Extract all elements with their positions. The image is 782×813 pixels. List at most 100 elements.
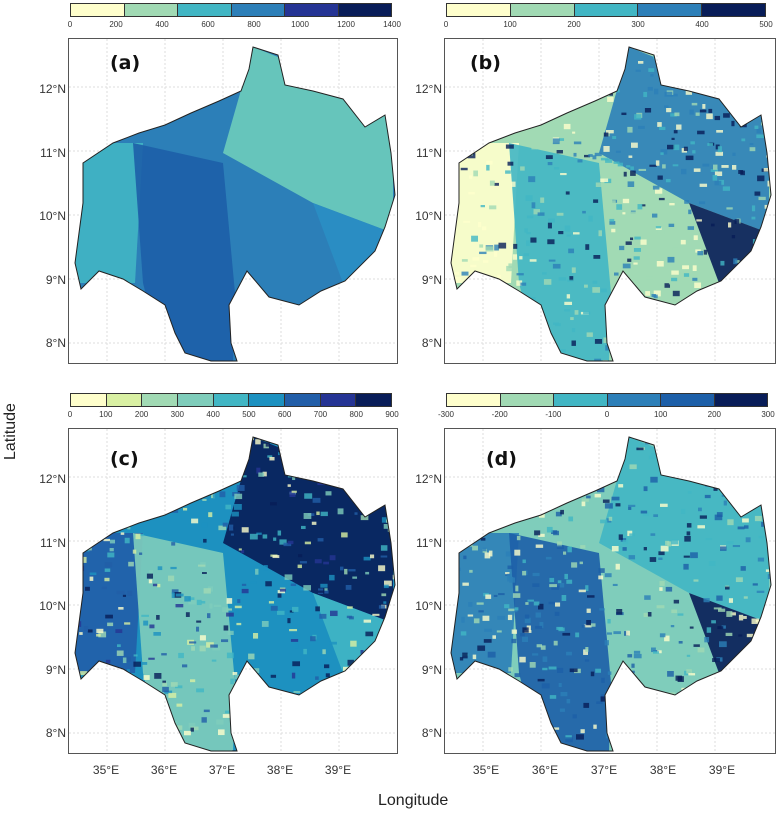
raster-cell bbox=[571, 267, 576, 273]
raster-cell bbox=[529, 662, 536, 668]
raster-cell bbox=[236, 485, 245, 491]
raster-cell bbox=[83, 626, 89, 632]
raster-cell bbox=[530, 297, 536, 301]
raster-cell bbox=[662, 164, 666, 169]
raster-cell bbox=[347, 606, 353, 609]
raster-cell bbox=[509, 437, 518, 441]
raster-cell bbox=[454, 288, 462, 291]
raster-cell bbox=[758, 535, 765, 539]
raster-cell bbox=[643, 91, 648, 98]
raster-cell bbox=[542, 272, 547, 275]
legend-tick-label: 600 bbox=[277, 410, 292, 419]
raster-cell bbox=[731, 235, 736, 239]
raster-cell bbox=[225, 710, 231, 714]
raster-cell bbox=[732, 671, 737, 677]
raster-cell bbox=[458, 460, 462, 465]
raster-cell bbox=[560, 509, 564, 515]
legend-swatch bbox=[178, 394, 214, 406]
map-svg bbox=[445, 429, 775, 753]
raster-cell bbox=[472, 257, 480, 261]
raster-cell bbox=[721, 301, 725, 305]
raster-cell bbox=[96, 437, 105, 438]
raster-cell bbox=[523, 253, 530, 257]
raster-cell bbox=[507, 161, 514, 166]
raster-cell bbox=[754, 77, 760, 80]
raster-cell bbox=[649, 557, 657, 562]
raster-cell bbox=[460, 167, 468, 171]
raster-cell bbox=[519, 256, 523, 260]
raster-cell bbox=[711, 223, 715, 227]
raster-cell bbox=[374, 684, 381, 690]
raster-cell bbox=[564, 301, 573, 306]
raster-cell bbox=[606, 56, 614, 61]
raster-cell bbox=[312, 497, 321, 503]
legend-swatch bbox=[320, 394, 357, 406]
raster-cell bbox=[288, 705, 294, 709]
raster-cell bbox=[596, 487, 605, 493]
raster-cell bbox=[628, 155, 633, 158]
raster-cell bbox=[741, 329, 748, 333]
raster-cell bbox=[85, 586, 90, 591]
raster-cell bbox=[622, 263, 631, 269]
raster-cell bbox=[512, 254, 518, 260]
raster-cell bbox=[687, 226, 695, 230]
raster-cell bbox=[705, 736, 713, 742]
raster-cell bbox=[489, 180, 495, 186]
raster-cell bbox=[98, 495, 106, 499]
raster-cell bbox=[726, 611, 733, 617]
raster-cell bbox=[319, 613, 327, 619]
raster-cell bbox=[754, 308, 763, 313]
raster-cell bbox=[467, 614, 474, 617]
raster-cell bbox=[714, 171, 723, 177]
raster-cell bbox=[545, 117, 549, 121]
raster-cell bbox=[653, 651, 660, 654]
raster-cell bbox=[291, 672, 296, 679]
raster-cell bbox=[659, 126, 666, 131]
raster-cell bbox=[368, 479, 372, 483]
raster-cell bbox=[293, 691, 301, 694]
raster-cell bbox=[576, 734, 584, 740]
raster-cell bbox=[547, 222, 552, 229]
raster-cell bbox=[668, 47, 674, 53]
raster-cell bbox=[330, 716, 335, 721]
raster-cell bbox=[524, 509, 528, 512]
raster-cell bbox=[714, 514, 723, 521]
raster-cell bbox=[127, 704, 133, 709]
raster-cell bbox=[719, 446, 723, 452]
raster-cell bbox=[531, 336, 535, 341]
raster-cell bbox=[484, 738, 491, 743]
raster-cell bbox=[566, 699, 571, 704]
raster-cell bbox=[520, 282, 527, 286]
raster-cell bbox=[175, 725, 183, 730]
raster-cell bbox=[218, 729, 225, 736]
raster-cell bbox=[564, 225, 571, 232]
raster-cell bbox=[657, 650, 662, 654]
raster-cell bbox=[477, 714, 484, 718]
raster-cell bbox=[611, 546, 619, 552]
raster-cell bbox=[515, 694, 522, 701]
raster-cell bbox=[712, 449, 720, 454]
raster-cell bbox=[763, 502, 767, 508]
raster-cell bbox=[596, 701, 603, 704]
raster-cell bbox=[498, 242, 507, 249]
raster-cell bbox=[505, 572, 510, 575]
raster-cell bbox=[513, 55, 521, 59]
raster-cell bbox=[370, 554, 375, 559]
raster-cell bbox=[569, 276, 574, 281]
raster-cell bbox=[484, 437, 490, 441]
raster-cell bbox=[267, 455, 273, 458]
raster-cell bbox=[584, 487, 591, 491]
raster-cell bbox=[265, 581, 272, 587]
map-c bbox=[68, 428, 398, 754]
raster-cell bbox=[672, 451, 677, 455]
raster-cell bbox=[365, 571, 370, 575]
raster-cell bbox=[607, 632, 612, 635]
raster-cell bbox=[462, 652, 468, 659]
raster-cell bbox=[559, 708, 565, 712]
lon-label: 39°E bbox=[708, 763, 736, 777]
raster-cell bbox=[756, 128, 762, 134]
raster-cell bbox=[324, 588, 328, 591]
raster-cell bbox=[583, 649, 589, 655]
raster-cell bbox=[463, 679, 472, 685]
legend-tick-label: 500 bbox=[759, 20, 773, 29]
